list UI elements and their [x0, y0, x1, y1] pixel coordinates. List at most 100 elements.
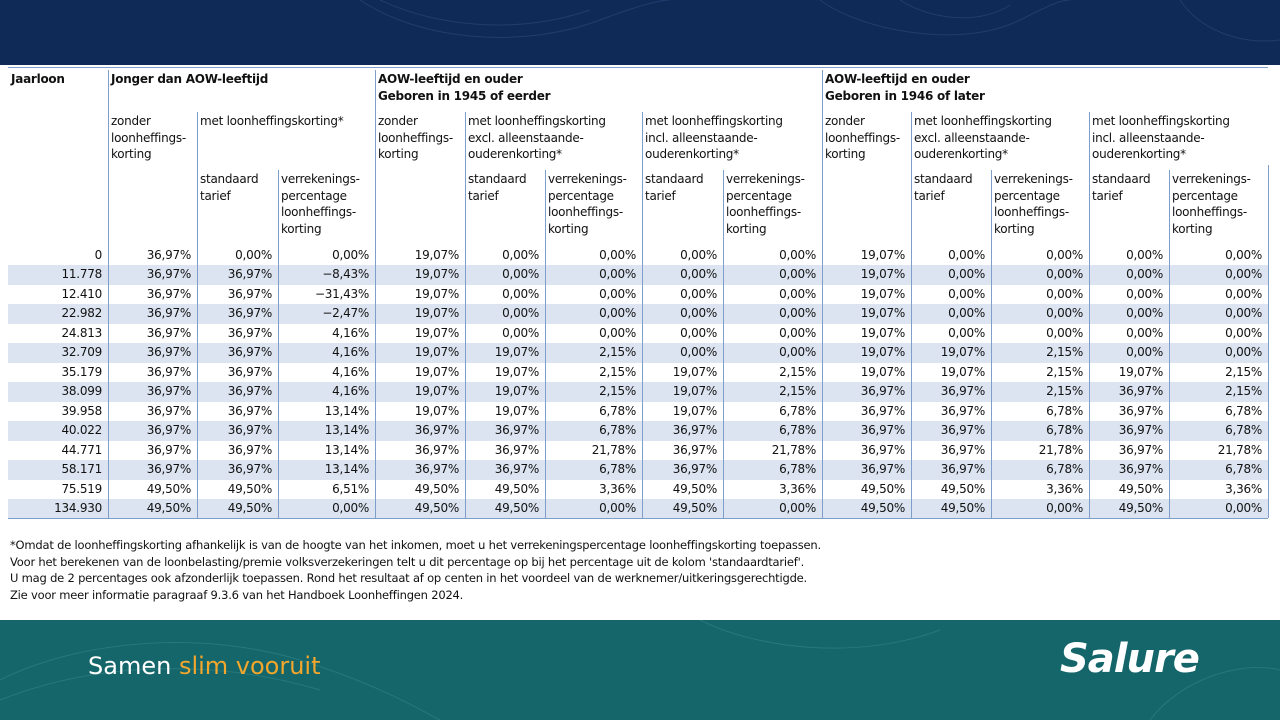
contour-decoration	[0, 620, 1280, 720]
column-border	[822, 70, 823, 518]
header-line: loonheffings-	[281, 205, 356, 219]
row-label: 38.099	[61, 384, 103, 398]
header-line: percentage	[994, 188, 1060, 203]
table-cell: 6,78%	[1046, 403, 1083, 418]
table-cell: 19,07%	[860, 247, 906, 262]
header-cell: standaard tarief	[645, 171, 745, 204]
table-cell: −31,43%	[314, 286, 369, 301]
row-label: 24.813	[61, 325, 103, 340]
header-line: korting	[726, 221, 767, 236]
slogan-start: Samen	[88, 652, 172, 680]
table-cell: 19,07%	[414, 267, 460, 281]
table-cell: 19,07%	[414, 247, 460, 262]
table-cell: 0,00%	[599, 501, 636, 515]
table-cell: 36,97%	[146, 364, 192, 379]
header-cell: met loonheffingskorting incl. alleenstaan…	[1092, 113, 1280, 163]
header-line: loonheffings-	[726, 205, 801, 219]
header-cell: AOW-leeftijd en ouder Geboren in 1945 of …	[378, 71, 778, 104]
header-cell: met loonheffingskorting incl. alleenstaan…	[645, 113, 845, 163]
table-cell: 0,00%	[235, 247, 272, 262]
table-cell: 36,97%	[1118, 462, 1164, 476]
header-line: met loonheffingskorting	[914, 114, 1052, 128]
table-cell: 19,07%	[494, 345, 540, 359]
row-shade	[8, 421, 1268, 441]
table-cell: 2,15%	[1046, 364, 1083, 379]
table-cell: 49,50%	[146, 501, 192, 515]
table-cell: 6,78%	[1225, 462, 1262, 476]
header-line: zonder	[825, 114, 865, 128]
table-cell: 0,00%	[1046, 247, 1083, 262]
header-cell: verrekenings-percentage loonheffings-kort…	[281, 171, 381, 237]
table-cell: 36,97%	[227, 364, 273, 379]
table-cell: 36,97%	[414, 442, 460, 457]
table-cell: 36,97%	[860, 462, 906, 476]
table-cell: 0,00%	[332, 247, 369, 262]
table-cell: 6,78%	[1225, 403, 1262, 418]
table-cell: 19,07%	[494, 403, 540, 418]
header-line: percentage	[548, 188, 614, 203]
table-cell: 36,97%	[146, 247, 192, 262]
table-cell: 36,97%	[227, 442, 273, 457]
table-cell: 36,97%	[940, 423, 986, 437]
header-cell: standaard tarief	[200, 171, 300, 204]
table-cell: 19,07%	[860, 267, 906, 281]
footnote: Zie voor meer informatie paragraaf 9.3.6…	[10, 587, 464, 602]
table-cell: 6,51%	[332, 481, 369, 496]
table-cell: 36,97%	[414, 462, 460, 476]
table-cell: 0,00%	[779, 306, 816, 320]
table-cell: 36,97%	[146, 403, 192, 418]
row-label: 11.778	[61, 267, 103, 281]
table-cell: 6,78%	[779, 423, 816, 437]
row-shade	[8, 304, 1268, 324]
table-cell: 0,00%	[1126, 345, 1163, 359]
column-border	[545, 170, 546, 518]
table-cell: 49,50%	[860, 481, 906, 496]
table-cell: 21,78%	[1038, 442, 1084, 457]
header-line: loonheffings-	[378, 130, 453, 145]
table-cell: 36,97%	[494, 462, 540, 476]
table-cell: 36,97%	[227, 345, 273, 359]
table-cell: 21,78%	[771, 442, 817, 457]
table-cell: 36,97%	[146, 286, 192, 301]
table-cell: 2,15%	[599, 364, 636, 379]
table-cell: 0,00%	[779, 325, 816, 340]
row-shade	[8, 343, 1268, 363]
header-cell: zonder loonheffings-korting	[378, 113, 578, 163]
header-line: AOW-leeftijd en ouder	[378, 72, 523, 86]
table-cell: 19,07%	[414, 384, 460, 398]
table-cell: −8,43%	[322, 267, 369, 281]
row-label: 58.171	[61, 462, 103, 476]
table-cell: 2,15%	[1046, 345, 1083, 359]
table-cell: 2,15%	[779, 384, 816, 398]
table-cell: 19,07%	[940, 364, 986, 379]
table-cell: 36,97%	[672, 423, 718, 437]
table-cell: 0,00%	[680, 345, 717, 359]
table-cell: 0,00%	[1126, 306, 1163, 320]
table-cell: 0,00%	[1126, 286, 1163, 301]
table-cell: 49,50%	[414, 481, 460, 496]
table-cell: 19,07%	[414, 403, 460, 418]
table-cell: 3,36%	[1046, 481, 1083, 496]
header-cell: Jonger dan AOW-leeftijd	[111, 71, 511, 88]
table-cell: 21,78%	[1217, 442, 1263, 457]
table-cell: 6,78%	[599, 462, 636, 476]
table-cell: 49,50%	[940, 501, 986, 515]
header-line: verrekenings-	[726, 172, 805, 186]
header-line: zonder	[111, 114, 151, 128]
table-cell: 3,36%	[1225, 481, 1262, 496]
header-line: loonheffings-	[825, 130, 900, 145]
table-cell: 49,50%	[672, 481, 718, 496]
table-cell: 0,00%	[502, 286, 539, 301]
table-cell: 36,97%	[146, 442, 192, 457]
header-line: korting	[548, 221, 589, 236]
table-cell: 19,07%	[672, 403, 718, 418]
table-cell: 36,97%	[860, 442, 906, 457]
table-cell: 36,97%	[672, 442, 718, 457]
table-cell: 36,97%	[146, 423, 192, 437]
header-cell: verrekenings-percentage loonheffings-kort…	[726, 171, 826, 237]
header-cell: zonder loonheffings-korting	[825, 113, 1025, 163]
table-cell: 19,07%	[494, 364, 540, 379]
table-cell: 36,97%	[1118, 384, 1164, 398]
row-label: 35.179	[61, 364, 103, 379]
